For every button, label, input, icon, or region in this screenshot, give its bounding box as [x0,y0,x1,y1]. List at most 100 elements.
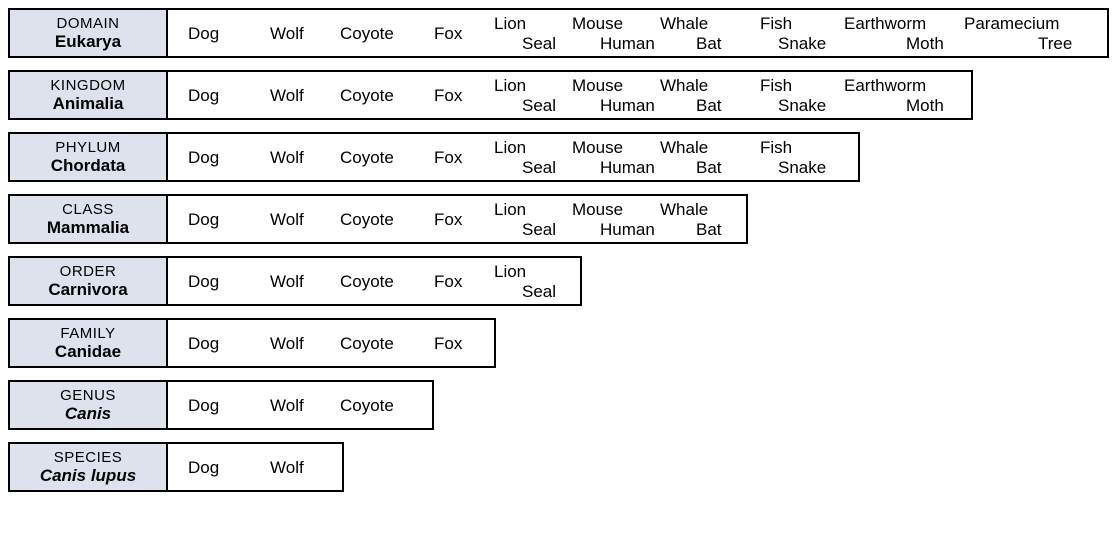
rank-text: DOMAIN [57,15,120,32]
organism-label: Fox [434,148,462,168]
members-box: Dog Wolf Coyote Fox LionSeal MouseHumanWhaleB… [168,70,973,120]
rank-label-box: KINGDOMAnimalia [8,70,168,120]
members-box: Dog Wolf Coyote Fox [168,318,496,368]
organism-label: Wolf [270,210,304,230]
organism-label: Lion [494,262,526,282]
organism-label: Human [600,34,655,54]
organism-label: Whale [660,76,708,96]
organism-label: Snake [778,34,826,54]
organism-label: Paramecium [964,14,1059,34]
taxon-name: Animalia [53,94,124,114]
organism-label: Dog [188,396,219,416]
organism-label: Dog [188,24,219,44]
organism-label: Moth [906,96,944,116]
rank-text: KINGDOM [50,77,125,94]
organism-label: Mouse [572,138,623,158]
organism-label: Fox [434,24,462,44]
organism-label: Seal [522,282,556,302]
organism-label: Whale [660,14,708,34]
organism-label: Wolf [270,334,304,354]
organism-label: Whale [660,200,708,220]
organism-label: Fish [760,138,792,158]
organism-label: Mouse [572,76,623,96]
organism-label: Snake [778,96,826,116]
rank-label-box: ORDERCarnivora [8,256,168,306]
organism-label: Dog [188,458,219,478]
rank-text: ORDER [60,263,117,280]
organism-label: Dog [188,334,219,354]
organism-label: Lion [494,200,526,220]
organism-label: Lion [494,76,526,96]
organism-label: Coyote [340,86,394,106]
organism-label: Fish [760,76,792,96]
rank-label-box: FAMILYCanidae [8,318,168,368]
rank-label-box: DOMAINEukarya [8,8,168,58]
organism-label: Moth [906,34,944,54]
organism-label: Bat [696,220,722,240]
organism-label: Mouse [572,14,623,34]
organism-label: Mouse [572,200,623,220]
organism-label: Dog [188,86,219,106]
organism-label: Wolf [270,396,304,416]
organism-label: Dog [188,210,219,230]
organism-label: Whale [660,138,708,158]
organism-label: Coyote [340,148,394,168]
taxon-name: Canis lupus [40,466,136,486]
organism-label: Coyote [340,272,394,292]
organism-label: Coyote [340,24,394,44]
organism-label: Snake [778,158,826,178]
taxon-name: Eukarya [55,32,121,52]
organism-label: Wolf [270,458,304,478]
organism-label: Human [600,96,655,116]
taxon-name: Canis [65,404,111,424]
taxon-name: Mammalia [47,218,129,238]
organism-label: Lion [494,138,526,158]
members-box: Dog Wolf Coyote Fox LionSeal MouseHumanWhaleB… [168,132,860,182]
organism-label: Wolf [270,272,304,292]
organism-label: Seal [522,96,556,116]
members-box: Dog Wolf Coyote Fox LionSeal MouseHumanWhaleB… [168,194,748,244]
taxonomy-diagram: DOMAINEukaryaDogWolfCoyoteFoxLionSealMou… [0,0,1117,538]
rank-label-box: GENUSCanis [8,380,168,430]
organism-label: Earthworm [844,14,926,34]
taxon-name: Canidae [55,342,121,362]
organism-label: Dog [188,148,219,168]
rank-label-box: PHYLUMChordata [8,132,168,182]
rank-label-box: CLASSMammalia [8,194,168,244]
organism-label: Lion [494,14,526,34]
rank-text: CLASS [62,201,114,218]
organism-label: Wolf [270,148,304,168]
rank-text: SPECIES [54,449,123,466]
organism-label: Bat [696,34,722,54]
organism-label: Human [600,220,655,240]
organism-label: Seal [522,220,556,240]
organism-label: Wolf [270,86,304,106]
organism-label: Bat [696,96,722,116]
organism-label: Bat [696,158,722,178]
organism-label: Fish [760,14,792,34]
rank-text: FAMILY [60,325,115,342]
organism-label: Human [600,158,655,178]
organism-label: Fox [434,86,462,106]
taxon-name: Chordata [51,156,126,176]
members-box: Dog Wolf Coyote [168,380,434,430]
organism-label: Wolf [270,24,304,44]
taxon-name: Carnivora [48,280,127,300]
rank-label-box: SPECIESCanis lupus [8,442,168,492]
organism-label: Seal [522,34,556,54]
organism-label: Tree [1038,34,1072,54]
organism-label: Fox [434,272,462,292]
organism-label: Fox [434,334,462,354]
organism-label: Earthworm [844,76,926,96]
members-box: Dog Wolf [168,442,344,492]
members-box: Dog Wolf Coyote Fox LionSeal MouseHumanWhaleB… [168,8,1109,58]
organism-label: Coyote [340,334,394,354]
organism-label: Dog [188,272,219,292]
organism-label: Coyote [340,396,394,416]
rank-text: PHYLUM [55,139,121,156]
organism-label: Coyote [340,210,394,230]
organism-label: Seal [522,158,556,178]
members-box: Dog Wolf Coyote Fox LionSeal [168,256,582,306]
rank-text: GENUS [60,387,116,404]
organism-label: Fox [434,210,462,230]
